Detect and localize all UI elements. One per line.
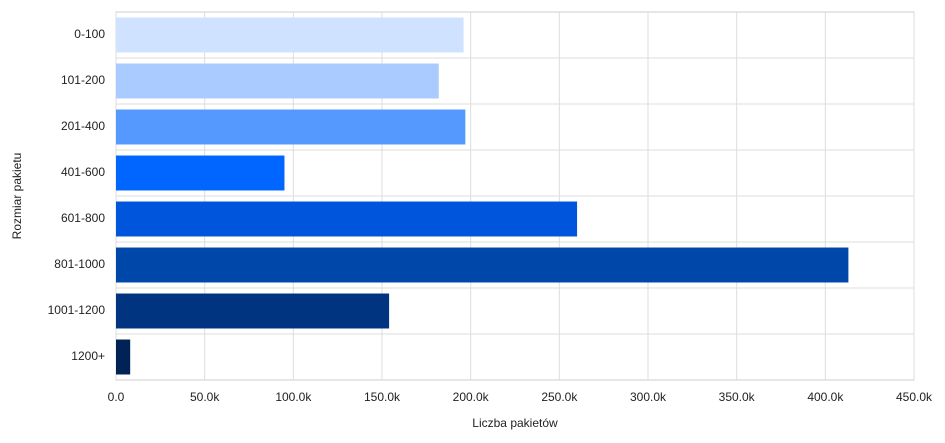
x-tick-label: 350.0k [719, 390, 756, 404]
y-tick-label: 801-1000 [54, 257, 105, 271]
bar [116, 155, 285, 191]
y-tick-label: 401-600 [61, 165, 105, 179]
y-tick-label: 1001-1200 [48, 303, 106, 317]
bar [116, 293, 390, 329]
y-axis-title: Rozmiar pakietu [10, 153, 24, 240]
x-tick-label: 200.0k [453, 390, 490, 404]
y-tick-label: 201-400 [61, 119, 105, 133]
bar [116, 201, 578, 237]
bar [116, 63, 439, 99]
bar [116, 109, 466, 145]
x-tick-label: 450.0k [896, 390, 933, 404]
y-tick-label: 101-200 [61, 73, 105, 87]
bar [116, 17, 464, 53]
y-tick-label: 601-800 [61, 211, 105, 225]
x-tick-label: 400.0k [807, 390, 844, 404]
x-axis-title: Liczba pakietów [472, 416, 558, 430]
y-tick-label: 0-100 [74, 27, 105, 41]
y-tick-label: 1200+ [71, 349, 105, 363]
x-tick-label: 100.0k [275, 390, 312, 404]
bar [116, 339, 131, 375]
bar [116, 247, 849, 283]
x-tick-label: 250.0k [541, 390, 578, 404]
x-tick-label: 0.0 [108, 390, 125, 404]
x-tick-label: 150.0k [364, 390, 401, 404]
x-tick-label: 300.0k [630, 390, 667, 404]
x-tick-label: 50.0k [190, 390, 220, 404]
